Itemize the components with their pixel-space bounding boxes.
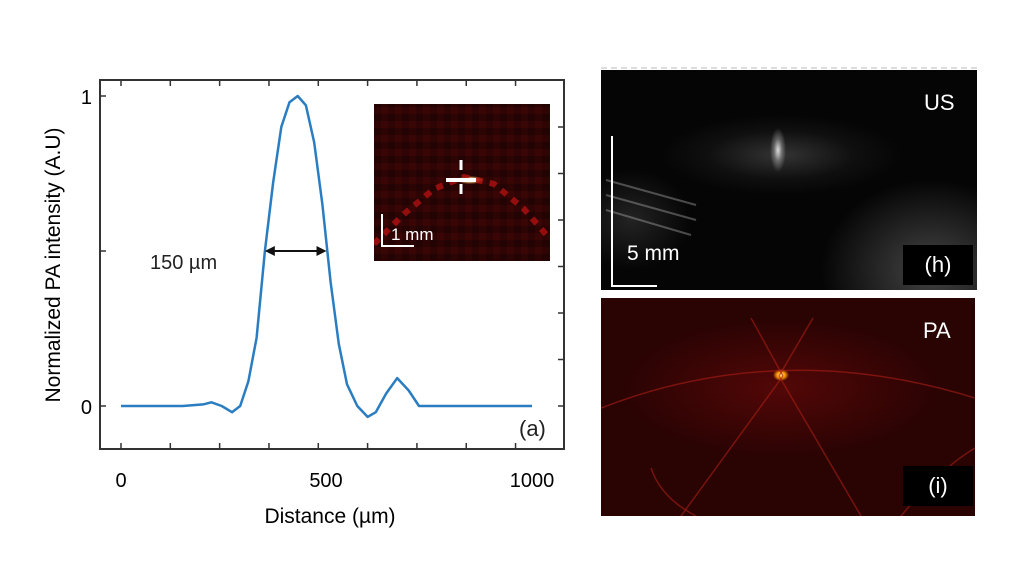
y-tick-label: 1 bbox=[81, 87, 92, 109]
pa-profile-line bbox=[121, 94, 532, 419]
ultrasound-image: US 5 mm (h) bbox=[601, 70, 977, 290]
pa-tag: PA bbox=[923, 318, 951, 343]
us-tag: US bbox=[924, 90, 955, 115]
x-tick-label: 1000 bbox=[510, 470, 555, 492]
x-axis-label: Distance (µm) bbox=[264, 505, 395, 528]
fwhm-label: 150 µm bbox=[150, 252, 217, 274]
panel-label-i: (i) bbox=[903, 466, 973, 506]
panel-label-h: (h) bbox=[903, 245, 973, 285]
panel-label-a: (a) bbox=[519, 416, 546, 441]
y-axis-label: Normalized PA intensity (A.U) bbox=[42, 127, 65, 402]
photoacoustic-image: PA (i) bbox=[601, 298, 975, 516]
divider bbox=[601, 67, 977, 69]
fwhm-arrow bbox=[264, 246, 327, 256]
us-scale-label: 5 mm bbox=[627, 242, 680, 265]
y-tick-label: 0 bbox=[81, 397, 92, 419]
pa-inset-image: 1 mm bbox=[374, 104, 550, 261]
line-chart: 150 µm (a) 0 500 1000 0 1 Distance (µm) … bbox=[42, 79, 565, 528]
x-tick-label: 500 bbox=[309, 470, 342, 492]
x-tick-label: 0 bbox=[115, 470, 126, 492]
inset-scale-label: 1 mm bbox=[391, 225, 434, 244]
plot-frame bbox=[99, 79, 565, 450]
